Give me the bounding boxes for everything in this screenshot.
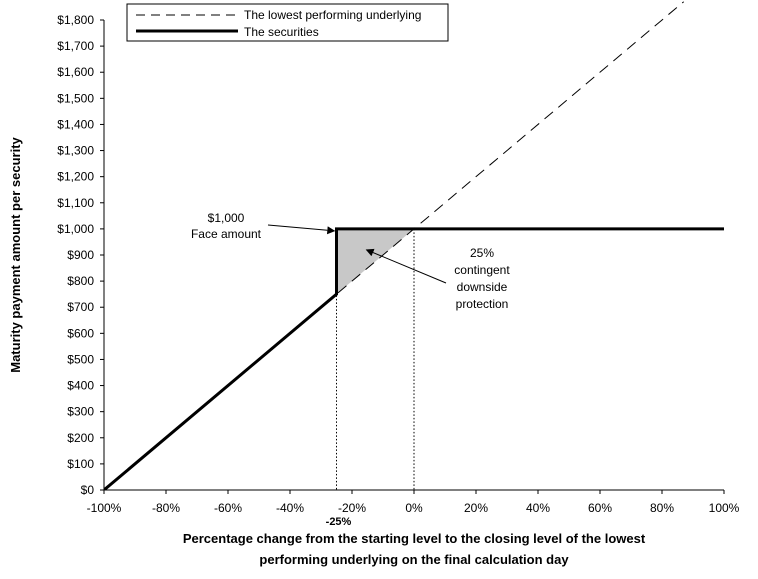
y-tick-label: $1,300 [57, 144, 94, 158]
legend-box [126, 3, 449, 42]
y-tick-label: $700 [67, 300, 94, 314]
annotation-face-amount-text: Face amount [191, 227, 262, 241]
y-tick-label: $600 [67, 326, 94, 340]
legend-label-securities: The securities [244, 25, 319, 39]
x-tick-label: -20% [338, 501, 366, 515]
x-tick-label: -40% [276, 501, 304, 515]
y-tick-label: $1,700 [57, 39, 94, 53]
y-tick-label: $400 [67, 379, 94, 393]
y-axis-title: Maturity payment amount per security [8, 136, 23, 372]
x-tick-label: 80% [650, 501, 674, 515]
annotation-protection-text: downside [457, 280, 508, 294]
series-line-securities [104, 227, 724, 490]
y-tick-label: $1,500 [57, 91, 94, 105]
y-tick-label: $300 [67, 405, 94, 419]
y-tick-label: $1,100 [57, 196, 94, 210]
annotation-face-amount-text: $1,000 [208, 211, 245, 225]
annotation-face-amount-arrow [267, 224, 336, 235]
annotation-protection-text: protection [456, 297, 509, 311]
x-tick-label: 60% [588, 501, 612, 515]
y-tick-label: $500 [67, 352, 94, 366]
legend-label-underlying: The lowest performing underlying [244, 8, 421, 22]
x-tick-label: 20% [464, 501, 488, 515]
x-axis-title-line-2: performing underlying on the final calcu… [259, 552, 569, 567]
x-tick-label: -80% [152, 501, 180, 515]
y-tick-label: $100 [67, 457, 94, 471]
x-tick-label: 100% [709, 501, 740, 515]
x-tick-label: -60% [214, 501, 242, 515]
y-tick-label: $200 [67, 431, 94, 445]
x-tick-label: 40% [526, 501, 550, 515]
annotation-face-amount: $1,000 Face amount [191, 211, 336, 241]
y-tick-label: $1,400 [57, 117, 94, 131]
annotation-protection: 25% contingent downside protection [365, 246, 510, 311]
reference-label-minus-25: -25% [326, 516, 352, 528]
y-tick-label: $1,800 [57, 13, 94, 27]
protection-shaded-region [336, 228, 414, 295]
annotation-protection-text: contingent [454, 263, 510, 277]
y-tick-label: $1,600 [57, 65, 94, 79]
x-tick-label: -100% [87, 501, 122, 515]
annotation-protection-text: 25% [470, 246, 494, 260]
x-tick-label: 0% [405, 501, 423, 515]
y-tick-label: $1,000 [57, 222, 94, 236]
y-tick-label: $1,200 [57, 170, 94, 184]
legend: The lowest performing underlying The sec… [126, 3, 449, 42]
y-tick-label: $800 [67, 274, 94, 288]
y-tick-label: $900 [67, 248, 94, 262]
y-tick-label: $0 [81, 483, 95, 497]
annotation-protection-arrow [365, 248, 447, 284]
x-axis-title-line-1: Percentage change from the starting leve… [183, 531, 646, 546]
